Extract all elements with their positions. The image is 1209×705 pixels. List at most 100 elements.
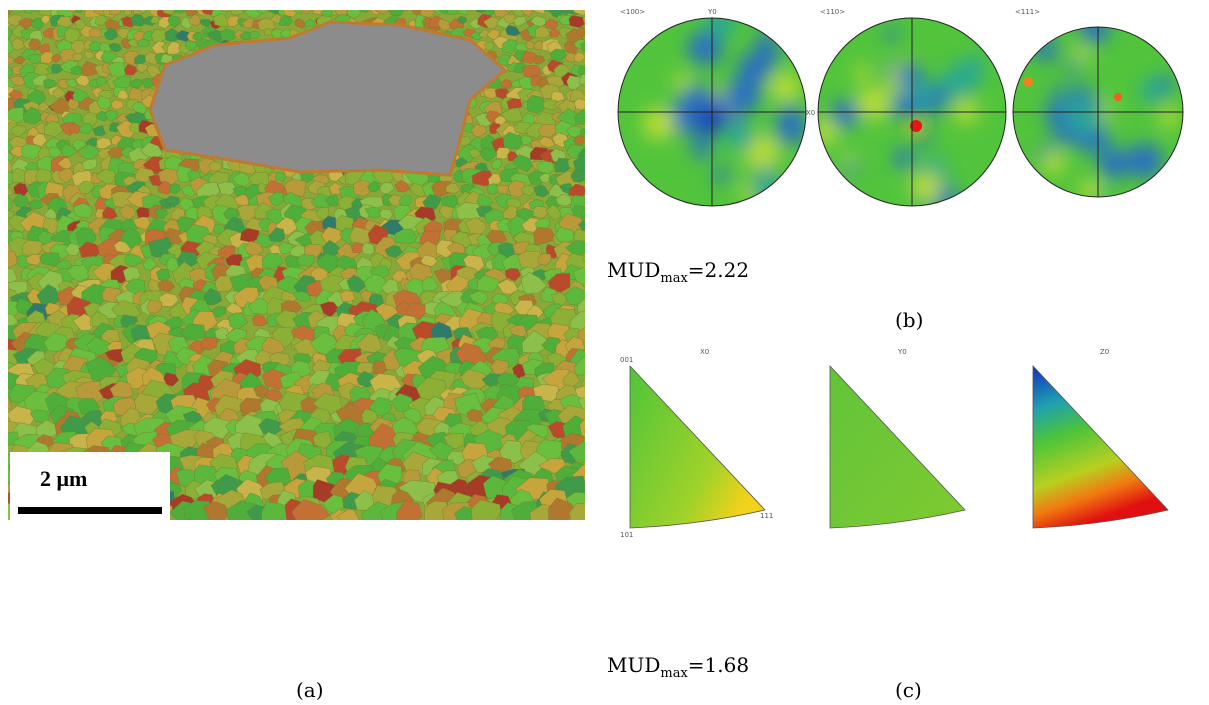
- grain: [438, 10, 450, 15]
- pole-axis-label: Y0: [707, 8, 717, 16]
- texture-blob: [1033, 38, 1058, 62]
- grain: [8, 106, 25, 124]
- grain: [214, 327, 230, 341]
- grain: [124, 253, 144, 267]
- grain: [587, 294, 602, 308]
- grain: [521, 185, 535, 197]
- texture-blob: [843, 152, 856, 166]
- grain: [52, 86, 67, 99]
- grain: [268, 227, 286, 243]
- grain: [579, 418, 585, 437]
- grain: [22, 106, 44, 125]
- grain: [162, 10, 178, 16]
- grain: [356, 370, 376, 388]
- grain: [9, 75, 26, 87]
- grain: [8, 56, 15, 66]
- grain: [507, 179, 527, 198]
- grain: [173, 10, 188, 14]
- grain: [547, 273, 571, 293]
- ipf: [829, 364, 966, 529]
- texture-blob: [953, 99, 979, 124]
- grain: [520, 10, 533, 17]
- grain: [268, 191, 284, 206]
- grain: [484, 10, 495, 16]
- grain: [353, 179, 373, 197]
- grain: [572, 10, 585, 16]
- grain: [479, 147, 498, 163]
- grain: [220, 10, 229, 13]
- grain: [74, 10, 84, 14]
- grain: [39, 252, 62, 267]
- grain: [581, 256, 585, 263]
- grain: [574, 355, 585, 376]
- grain: [48, 146, 63, 158]
- grain: [538, 136, 556, 148]
- grain: [117, 89, 129, 100]
- grain: [127, 38, 141, 48]
- grain: [136, 38, 150, 48]
- grain: [249, 30, 260, 39]
- grain: [81, 60, 100, 77]
- texture-blob: [1079, 27, 1110, 45]
- grain: [580, 207, 585, 223]
- grain: [88, 27, 106, 38]
- texture-blob: [1042, 151, 1066, 175]
- grain: [50, 54, 61, 63]
- grain: [50, 63, 64, 74]
- grain: [478, 29, 491, 39]
- grain: [192, 31, 203, 41]
- grain: [67, 123, 81, 135]
- ipf-corner: 001: [620, 356, 633, 364]
- grain: [364, 206, 383, 219]
- texture-blob: [917, 130, 932, 145]
- grain: [8, 28, 13, 40]
- grain: [359, 10, 370, 14]
- texture-blob: [954, 59, 984, 89]
- grain: [263, 27, 274, 37]
- grain: [446, 10, 459, 15]
- ipf-corner: 111: [760, 512, 773, 520]
- grain: [219, 28, 237, 42]
- grain: [500, 107, 524, 123]
- grain: [38, 101, 50, 112]
- texture-blob: [1066, 60, 1081, 74]
- pole-texture: [1033, 27, 1180, 197]
- grain: [154, 207, 168, 220]
- scale-bar: [18, 507, 162, 514]
- grain: [261, 252, 284, 269]
- grain: [396, 500, 423, 520]
- grain: [8, 10, 12, 16]
- ipf-corner: 101: [620, 531, 633, 539]
- grain: [8, 39, 15, 54]
- pole-family: <110>: [820, 8, 845, 16]
- ipf-axis: Z0: [1100, 348, 1109, 356]
- grain: [241, 10, 248, 12]
- grain: [542, 99, 560, 111]
- texture-blob: [724, 77, 761, 114]
- grain: [303, 243, 323, 259]
- grain: [513, 16, 527, 27]
- texture-peak: [1114, 93, 1122, 101]
- grain: [294, 18, 306, 29]
- mud-sub: max: [660, 271, 688, 286]
- grain: [32, 133, 47, 148]
- grain: [384, 245, 403, 259]
- grain: [406, 302, 428, 320]
- grain: [524, 40, 535, 50]
- grain: [183, 500, 215, 520]
- grain: [458, 10, 468, 16]
- caption-b: (b): [895, 308, 923, 332]
- texture-blob: [854, 64, 872, 81]
- grain: [75, 74, 91, 87]
- grain: [208, 161, 223, 172]
- grain: [300, 10, 312, 15]
- grain: [279, 15, 293, 27]
- grain: [108, 10, 122, 16]
- grain: [572, 154, 585, 172]
- mud-value: =1.68: [688, 653, 749, 677]
- grain: [490, 158, 503, 170]
- texture-blob: [642, 107, 676, 141]
- grain: [57, 168, 75, 184]
- grain: [77, 180, 95, 195]
